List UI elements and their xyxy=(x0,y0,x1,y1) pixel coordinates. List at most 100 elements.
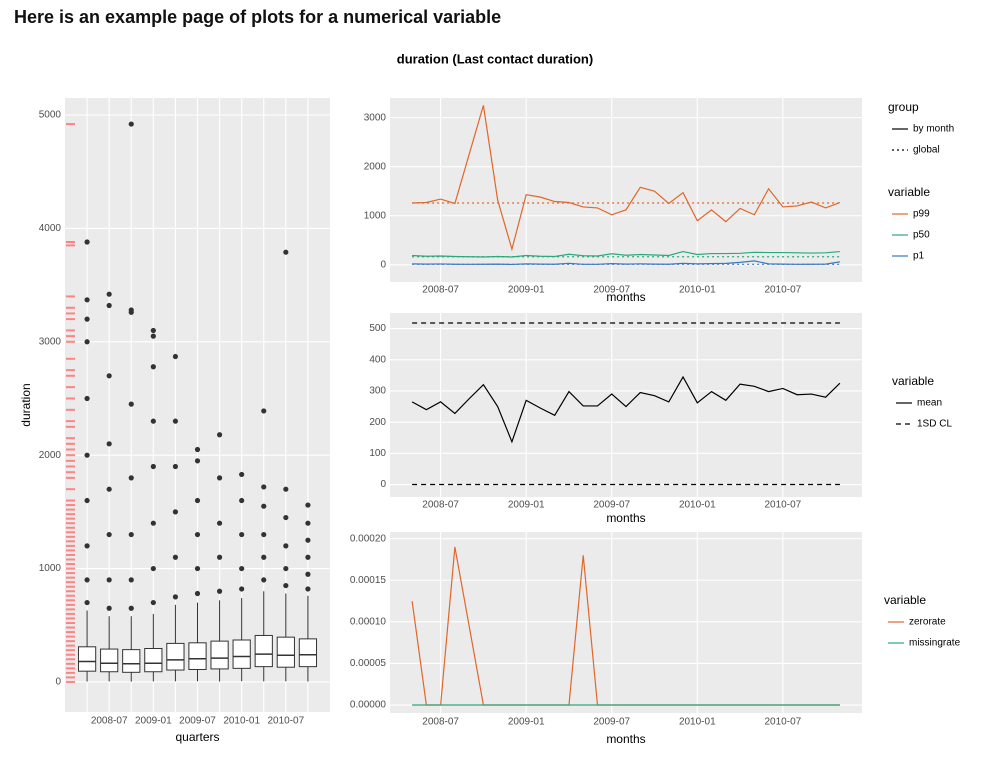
outlier xyxy=(283,543,289,549)
outlier xyxy=(150,364,156,370)
outlier xyxy=(150,463,156,470)
x-tick-label: 2010-01 xyxy=(679,285,716,296)
outlier xyxy=(150,565,156,572)
legend-title: variable xyxy=(888,185,930,199)
x-tick-label: 2008-07 xyxy=(422,717,459,728)
x-tick-label: 2008-07 xyxy=(422,500,459,511)
y-tick-label: 3000 xyxy=(364,112,387,123)
series-line xyxy=(411,375,841,444)
x-tick-label: 2010-07 xyxy=(765,285,802,296)
legend-label: mean xyxy=(917,398,942,409)
outlier xyxy=(106,531,112,538)
x-tick-label: 2010-01 xyxy=(223,716,260,727)
x-tick-label: 2010-07 xyxy=(765,500,802,511)
x-axis-title: quarters xyxy=(175,730,219,744)
outlier xyxy=(84,497,90,504)
legend-title: group xyxy=(888,100,919,114)
y-tick-label: 100 xyxy=(369,448,386,459)
outlier xyxy=(84,452,90,458)
legend-label: p99 xyxy=(913,209,930,220)
x-tick-label: 2010-01 xyxy=(679,717,716,728)
outlier xyxy=(305,520,311,526)
outlier xyxy=(283,486,289,492)
outlier xyxy=(172,554,179,560)
outlier xyxy=(261,531,267,538)
x-tick-label: 2009-01 xyxy=(508,717,545,728)
x-tick-label: 2010-07 xyxy=(267,716,304,727)
outlier xyxy=(150,599,156,606)
outlier xyxy=(106,441,112,447)
outlier xyxy=(239,471,245,478)
outlier xyxy=(172,594,179,600)
x-tick-label: 2010-07 xyxy=(765,717,802,728)
outlier xyxy=(305,502,311,508)
legend-label: 1SD CL xyxy=(917,419,952,430)
y-tick-label: 5000 xyxy=(39,110,62,121)
outlier xyxy=(150,327,156,334)
outlier xyxy=(172,463,179,470)
x-tick-label: 2008-07 xyxy=(91,716,128,727)
y-tick-label: 400 xyxy=(369,354,386,365)
outlier xyxy=(84,316,90,322)
box xyxy=(77,646,97,672)
legend-label: by month xyxy=(913,124,954,135)
outlier xyxy=(305,586,311,592)
outlier xyxy=(106,605,112,611)
x-axis-title: months xyxy=(606,290,645,304)
outlier xyxy=(106,302,112,309)
x-tick-label: 2009-07 xyxy=(593,717,630,728)
outlier xyxy=(261,577,267,583)
series-line xyxy=(412,105,841,252)
y-axis-title: duration xyxy=(19,383,33,426)
outlier xyxy=(84,395,90,402)
box xyxy=(122,649,141,673)
x-tick-label: 2009-01 xyxy=(508,500,545,511)
outlier xyxy=(283,565,289,572)
x-tick-label: 2010-01 xyxy=(679,500,716,511)
y-tick-label: 0 xyxy=(380,259,386,270)
box xyxy=(276,636,295,668)
legend-label: missingrate xyxy=(909,638,961,649)
y-tick-label: 0.00010 xyxy=(350,616,387,627)
box xyxy=(144,648,163,673)
outlier xyxy=(194,531,201,538)
legend-title: variable xyxy=(892,374,934,388)
outlier xyxy=(84,577,90,583)
page-heading: Here is an example page of plots for a n… xyxy=(14,7,501,27)
outlier xyxy=(84,297,90,303)
outlier xyxy=(194,497,201,504)
panel-background xyxy=(390,98,862,282)
y-tick-label: 1000 xyxy=(364,210,387,221)
outlier xyxy=(194,458,201,464)
outlier xyxy=(84,599,90,606)
box xyxy=(210,640,229,670)
y-tick-label: 500 xyxy=(369,323,386,334)
outlier xyxy=(106,373,112,379)
y-tick-label: 0 xyxy=(55,677,61,688)
outlier xyxy=(305,571,311,577)
y-tick-label: 200 xyxy=(369,417,386,428)
outlier xyxy=(216,520,223,526)
box xyxy=(100,648,119,673)
y-tick-label: 300 xyxy=(369,386,386,397)
outlier xyxy=(84,339,90,345)
figure-title: duration (Last contact duration) xyxy=(397,51,593,66)
outlier xyxy=(150,520,156,526)
outlier xyxy=(84,239,90,245)
outlier xyxy=(128,531,134,538)
box xyxy=(254,634,273,668)
outlier xyxy=(172,509,179,515)
y-tick-label: 0.00000 xyxy=(350,700,387,711)
x-tick-label: 2009-01 xyxy=(135,716,172,727)
y-tick-label: 1000 xyxy=(39,563,62,574)
outlier xyxy=(216,432,223,438)
outlier xyxy=(261,484,267,490)
outlier xyxy=(172,418,179,424)
outlier xyxy=(150,418,156,424)
y-tick-label: 2000 xyxy=(364,161,387,172)
outlier xyxy=(239,586,245,592)
outlier xyxy=(106,577,112,583)
outlier xyxy=(216,475,223,481)
x-tick-label: 2009-07 xyxy=(593,500,630,511)
